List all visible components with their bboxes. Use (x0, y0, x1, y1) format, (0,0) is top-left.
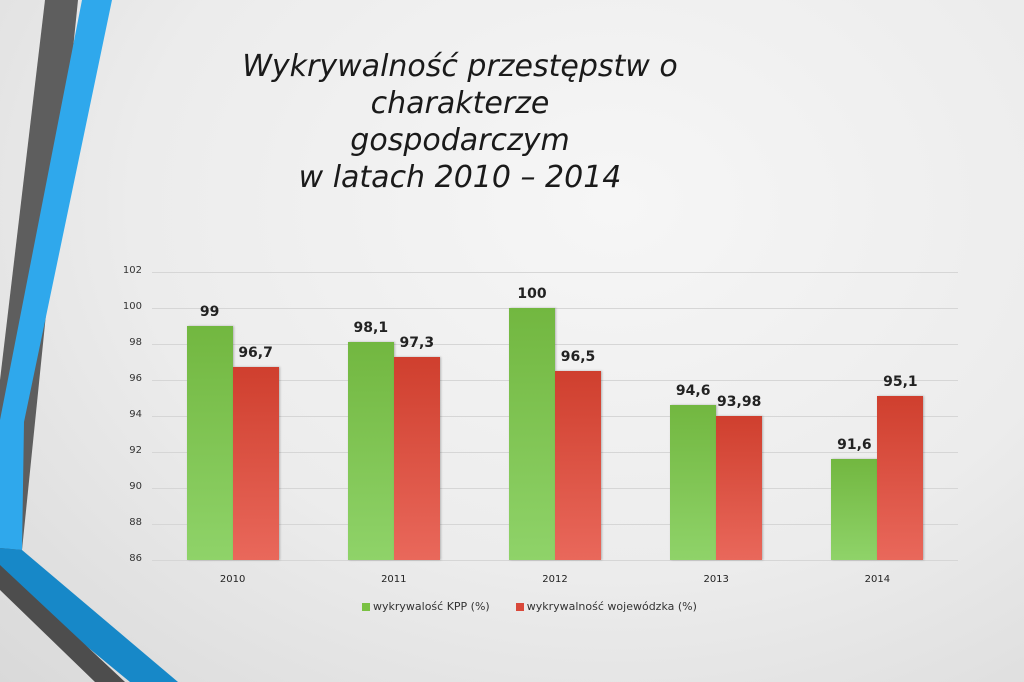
gridline (152, 344, 958, 345)
data-label: 99 (199, 304, 220, 320)
data-label: 97,3 (399, 334, 435, 351)
bar-wojewodzka (555, 371, 601, 560)
data-label: 96,5 (560, 349, 596, 365)
legend: wykrywalość KPP (%) wykrywalność wojewód… (362, 600, 697, 613)
legend-label-wojewodzka: wykrywalność wojewódzka (%) (526, 600, 697, 613)
y-tick-label: 102 (122, 265, 142, 276)
x-tick-label: 2010 (219, 574, 246, 585)
bar-kpp (509, 308, 555, 560)
gridline (152, 308, 958, 309)
bar-kpp (831, 459, 878, 560)
y-tick-label: 98 (129, 337, 142, 348)
y-tick-label: 86 (129, 553, 142, 564)
data-label: 91,6 (837, 437, 872, 454)
data-label: 95,1 (883, 374, 918, 391)
x-tick-label: 2013 (703, 574, 729, 585)
bar-wojewodzka (877, 396, 924, 560)
data-label: 94,6 (675, 383, 711, 400)
bar-wojewodzka (232, 367, 279, 560)
x-tick-label: 2011 (381, 574, 407, 585)
chart-title: Wykrywalność przestępstw o charakterze g… (190, 48, 730, 196)
legend-swatch-red (515, 602, 524, 611)
y-tick-label: 100 (122, 301, 142, 312)
legend-label-kpp: wykrywalość KPP (%) (373, 600, 490, 613)
y-tick-label: 96 (129, 373, 142, 384)
y-tick-label: 92 (129, 445, 142, 456)
title-line-3: w latach 2010 – 2014 (298, 160, 622, 195)
bar-kpp (347, 342, 394, 560)
bar-kpp (670, 405, 717, 560)
y-tick-label: 90 (129, 481, 142, 492)
data-label: 100 (517, 286, 547, 302)
plot-area: 99 96,7 98,1 97,3 100 96,5 94,6 93,98 91,6 95,1 (152, 272, 958, 561)
data-label: 96,7 (238, 345, 273, 362)
bar-wojewodzka (393, 356, 440, 560)
legend-item-wojewodzka: wykrywalność wojewódzka (%) (515, 600, 697, 613)
gridline (152, 272, 958, 273)
title-line-1: Wykrywalność przestępstw o charakterze (242, 49, 678, 121)
x-tick-label: 2012 (542, 574, 568, 585)
title-line-2: gospodarczym (350, 123, 570, 158)
legend-item-kpp: wykrywalość KPP (%) (362, 600, 490, 613)
y-tick-label: 94 (129, 409, 142, 420)
data-label: 93,98 (717, 394, 762, 411)
data-label: 98,1 (353, 320, 389, 337)
gridline (152, 560, 958, 561)
y-tick-label: 88 (129, 517, 142, 528)
x-tick-label: 2014 (864, 574, 891, 585)
bar-wojewodzka (716, 416, 763, 560)
bar-kpp (186, 326, 233, 560)
legend-swatch-green (362, 602, 370, 611)
